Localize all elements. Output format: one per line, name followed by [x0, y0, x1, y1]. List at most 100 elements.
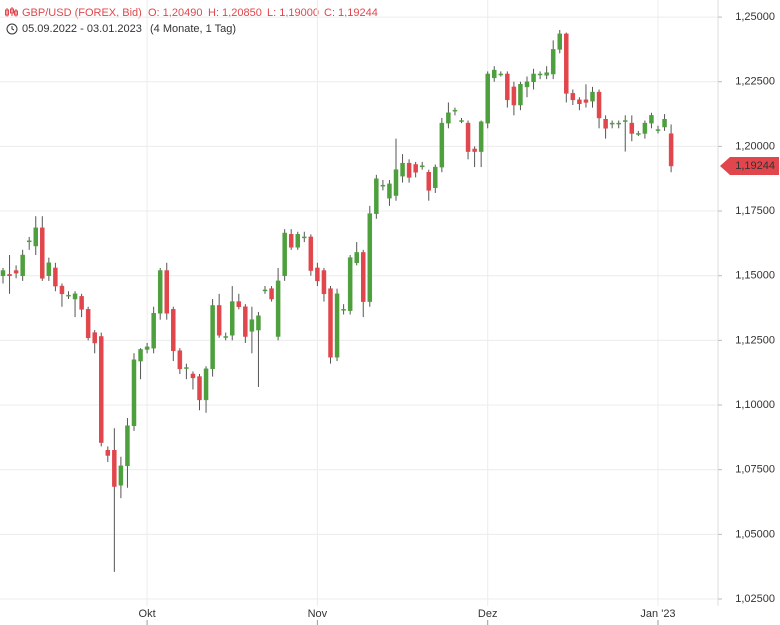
duration: (4 Monate, 1 Tag)	[150, 23, 236, 35]
candle-body	[243, 306, 248, 337]
y-tick-label: 1,10000	[735, 399, 775, 411]
candle-body	[387, 183, 392, 199]
candle-body	[59, 285, 65, 295]
last-price-tag	[720, 156, 779, 175]
candle-body	[629, 122, 635, 134]
candle-body	[472, 148, 477, 152]
candle-body	[295, 234, 300, 248]
candle-body	[524, 81, 530, 88]
candle-body	[550, 49, 556, 75]
candle-body	[596, 91, 602, 119]
candle-body	[531, 73, 536, 82]
candle-body	[577, 99, 582, 104]
candle-body	[230, 301, 235, 336]
candle-body	[406, 162, 412, 178]
candle-body	[177, 350, 183, 370]
candle-body	[125, 425, 130, 467]
header: GBP/USD (FOREX, Bid) O: 1,20490 H: 1,208…	[5, 7, 378, 35]
candle-body	[570, 93, 576, 101]
candle-body	[400, 162, 405, 177]
candle-body	[53, 267, 58, 287]
candle-body	[616, 122, 621, 125]
candle-body	[668, 133, 674, 167]
x-tick-label: Jan '23	[640, 608, 675, 620]
candle-body	[223, 336, 228, 338]
candle-body	[537, 73, 543, 76]
candle-body	[361, 252, 366, 302]
candle-body	[210, 305, 215, 370]
candle-body	[269, 288, 274, 300]
candle-body	[99, 336, 104, 443]
y-tick-label: 1,15000	[735, 270, 775, 282]
candle-body	[662, 118, 667, 128]
open-value: O: 1,20490	[148, 7, 202, 19]
candle-body	[347, 257, 353, 311]
x-tick-label: Okt	[139, 608, 156, 620]
candle-body	[590, 91, 595, 102]
candle-body	[66, 294, 71, 297]
clock-icon	[6, 23, 18, 35]
y-tick-label: 1,05000	[735, 528, 775, 540]
y-tick-label: 1,02500	[735, 593, 775, 605]
candle-body	[498, 73, 504, 76]
candle-body	[465, 122, 471, 152]
candle-body	[446, 112, 451, 124]
y-tick-label: 1,12500	[735, 334, 775, 346]
grid	[0, 0, 718, 606]
candle-body	[302, 236, 307, 239]
candle-body	[367, 213, 373, 302]
candle-body	[40, 227, 45, 279]
candle-body	[439, 122, 445, 168]
candle-body	[413, 164, 418, 173]
y-tick-label: 1,20000	[735, 140, 775, 152]
candle-body	[249, 319, 255, 332]
candle-body	[256, 315, 261, 331]
candle-body	[623, 120, 628, 122]
candle-body	[20, 254, 25, 276]
x-tick-label: Nov	[308, 608, 328, 620]
candle-body	[544, 72, 549, 76]
y-tick-label: 1,17500	[735, 205, 775, 217]
candle-body	[655, 129, 661, 131]
high-value: H: 1,20850	[208, 7, 262, 19]
candle-body	[511, 86, 517, 106]
candle-body	[419, 165, 425, 168]
candle-body	[308, 236, 314, 271]
candle-body	[0, 270, 6, 276]
candle-body	[112, 450, 117, 487]
candle-icon	[5, 7, 18, 17]
candle-body	[46, 262, 52, 276]
candle-body	[341, 309, 346, 311]
y-tick-label: 1,22500	[735, 76, 775, 88]
candle-body	[609, 122, 615, 125]
low-value: L: 1,19000	[267, 7, 319, 19]
candle-body	[72, 293, 78, 300]
candle-body	[144, 346, 150, 350]
candle-body	[236, 301, 242, 308]
candle-body	[564, 33, 569, 94]
candle-body	[151, 312, 156, 349]
candle-body	[354, 252, 359, 264]
candle-body	[393, 169, 399, 196]
last-price-label: 1,19244	[735, 160, 775, 172]
candle-body	[321, 270, 327, 295]
candle-body	[459, 120, 464, 122]
candle-body	[557, 33, 562, 50]
candle-body	[315, 267, 320, 282]
candle-body	[203, 368, 209, 401]
candle-body	[92, 332, 97, 344]
candle-body	[518, 84, 523, 106]
candle-body	[642, 122, 648, 134]
candle-body	[328, 288, 333, 358]
candle-body	[184, 367, 189, 369]
candle-body	[138, 349, 143, 362]
candle-body	[583, 99, 589, 103]
candle-body	[433, 166, 438, 189]
candle-body	[79, 296, 84, 310]
candle-body	[85, 309, 91, 339]
candle-body	[118, 465, 124, 486]
candle-body	[505, 73, 510, 101]
candle-body	[492, 69, 497, 79]
candle-body	[275, 280, 281, 337]
